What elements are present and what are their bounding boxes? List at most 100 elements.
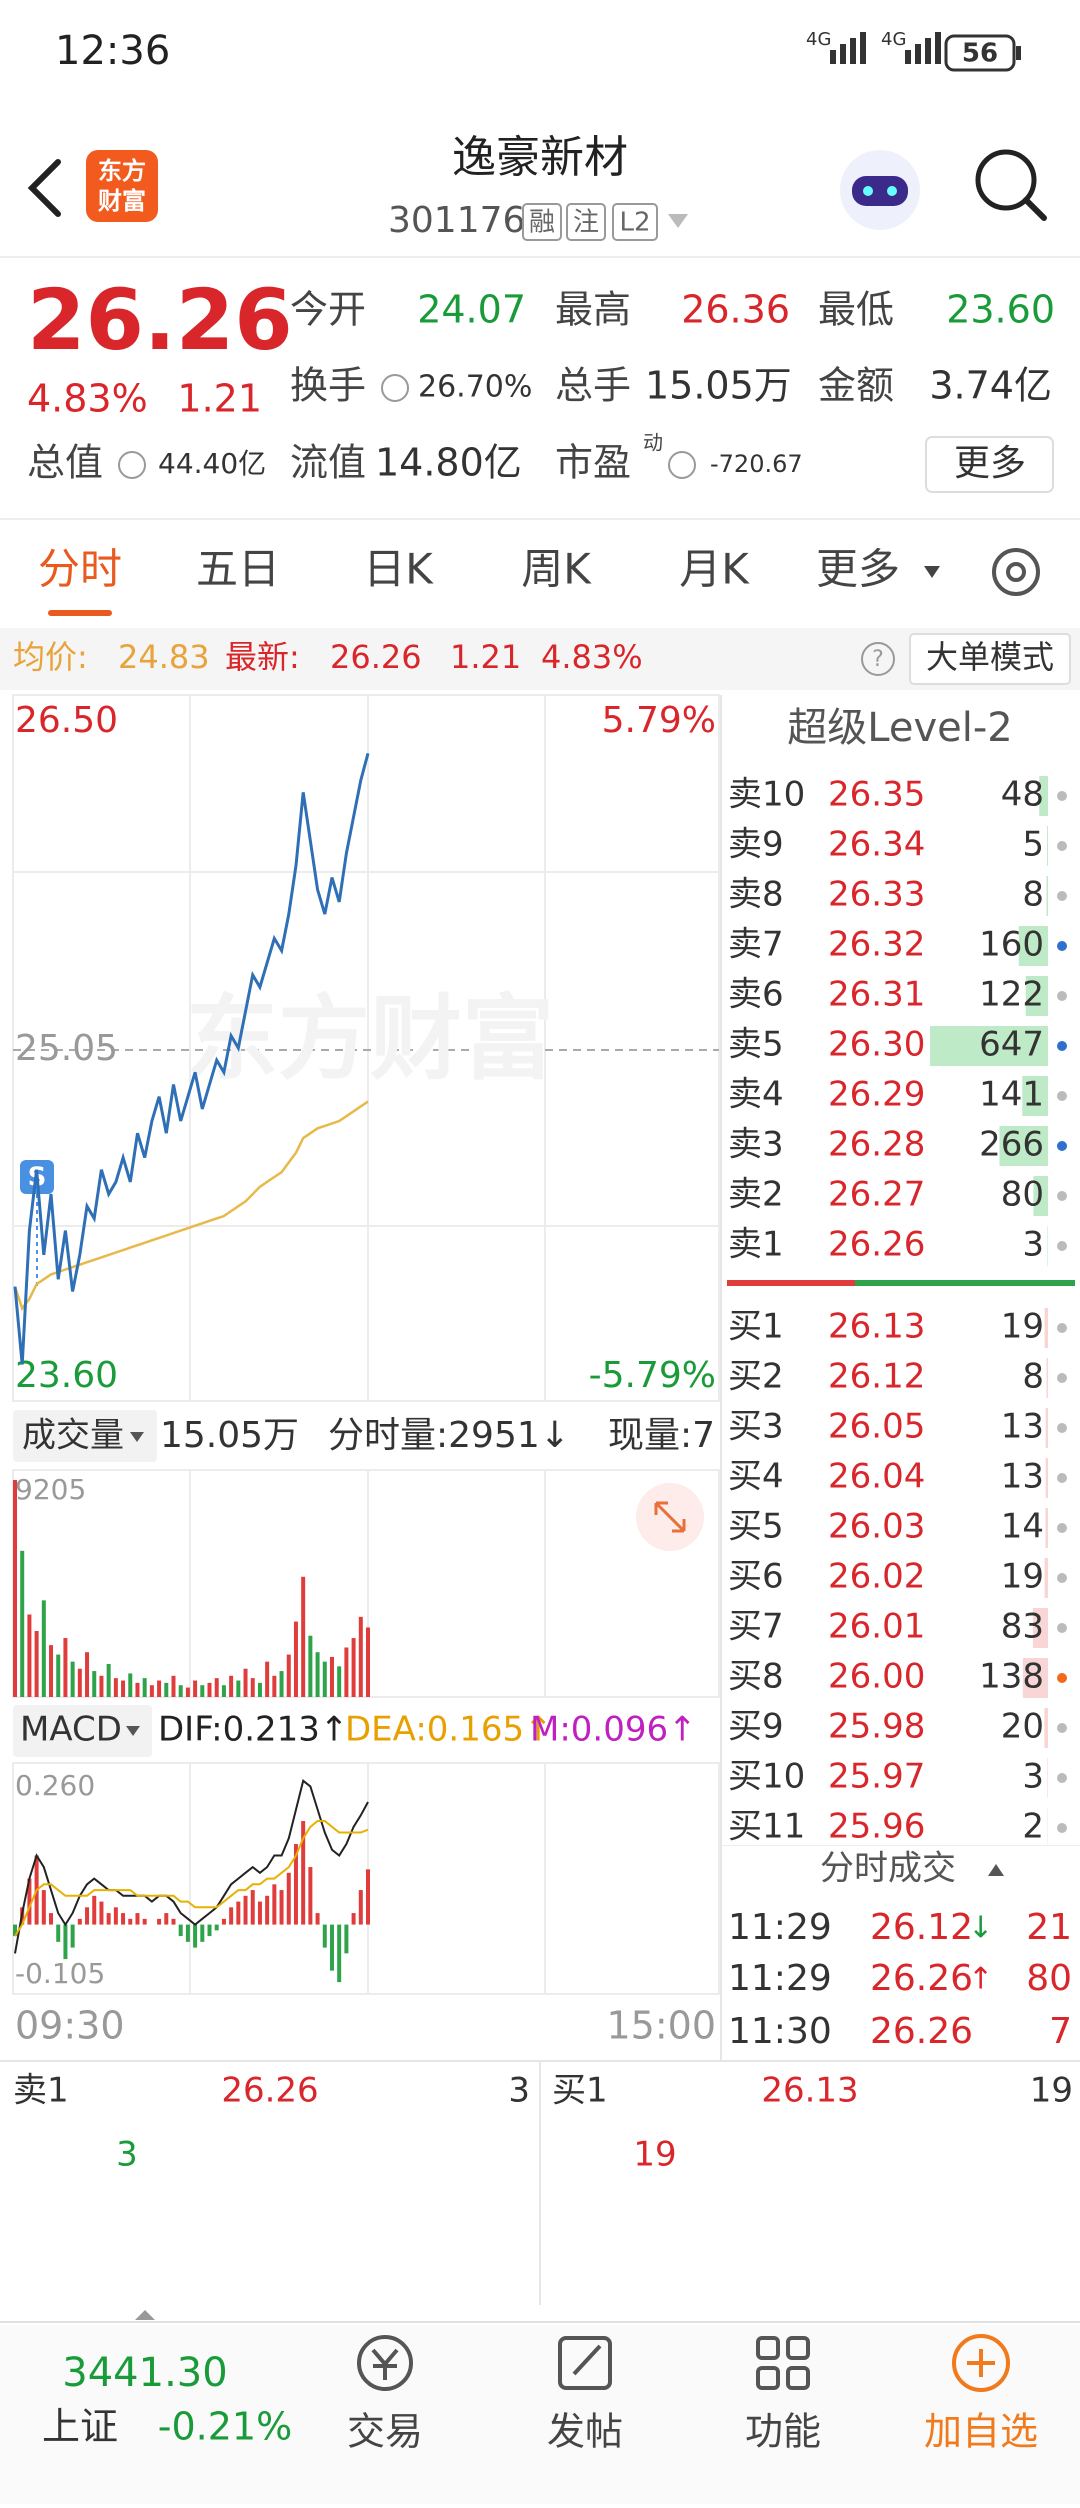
macd-selector-label[interactable]: MACD [20, 1710, 122, 1750]
more-button-label[interactable]: 更多 [954, 443, 1026, 484]
network-label: 4G [881, 29, 906, 50]
level-dot [1057, 1423, 1067, 1433]
level-label: 卖10 [728, 775, 805, 815]
battery-level: 56 [962, 39, 998, 69]
volume-bar [244, 1669, 248, 1697]
macd-bar [280, 1890, 284, 1925]
change-percent: 4.83% [27, 377, 148, 421]
trade-arrow: ↑ [968, 1962, 993, 1997]
trade-time: 11:29 [728, 1958, 832, 1999]
volume-bar [229, 1676, 233, 1697]
tab[interactable]: 分时 [38, 545, 122, 594]
period-volume: 分时量:2951↓ [328, 1415, 570, 1456]
volume-bar [287, 1655, 291, 1697]
level-dot [1057, 1191, 1067, 1201]
bid-quantity: 19 [633, 2135, 676, 2175]
stat-label: 最低 [818, 288, 894, 332]
trade-price: 26.26 [870, 1958, 973, 1999]
level-price: 26.32 [828, 925, 925, 965]
stat-value: 24.07 [417, 288, 526, 332]
level-price: 26.02 [828, 1557, 925, 1597]
stat-label: 市盈 [555, 441, 631, 485]
macd-bar [258, 1902, 262, 1925]
volume-bar [258, 1683, 262, 1697]
level-dot [1057, 1573, 1067, 1583]
level-price: 26.26 [828, 1225, 925, 1265]
nav-item[interactable]: 发帖 [547, 2410, 623, 2454]
volume-bar [208, 1683, 212, 1697]
stat-value: 15.05万 [645, 364, 792, 408]
macd-bar [244, 1896, 248, 1925]
tab[interactable]: 月K [679, 545, 750, 594]
end-time: 15:00 [606, 2004, 716, 2048]
macd-bar [208, 1925, 212, 1937]
change-amount: 1.21 [177, 377, 262, 421]
depth-bar [1046, 1408, 1048, 1448]
level-price: 26.03 [828, 1507, 925, 1547]
volume-selector-label[interactable]: 成交量 [22, 1416, 124, 1456]
big-order-mode-label[interactable]: 大单模式 [926, 638, 1054, 676]
level-label: 买4 [728, 1457, 784, 1497]
level-dot [1057, 1041, 1067, 1051]
book-separator-green [855, 1280, 1075, 1286]
level-label: 卖2 [728, 1175, 784, 1215]
stat-label: 最高 [555, 288, 631, 332]
book-separator-red [727, 1280, 855, 1286]
trade-arrow: ↓ [968, 1911, 993, 1946]
macd-bar [157, 1919, 161, 1925]
stat-label: 金额 [818, 364, 894, 408]
tab[interactable]: 五日 [196, 545, 280, 594]
volume-bar [337, 1666, 341, 1697]
level-volume: 647 [979, 1025, 1044, 1065]
pct-min-label: -5.79% [589, 1355, 716, 1396]
info-change: 1.21 [450, 638, 521, 676]
stat-superscript: 动 [643, 431, 663, 455]
level-volume: 2 [1022, 1807, 1044, 1847]
stat-label: 总手 [555, 364, 631, 408]
level-label: 卖6 [728, 975, 784, 1015]
macd-bar [323, 1925, 327, 1948]
level-dot [1057, 1823, 1067, 1833]
depth-bar [1047, 1358, 1048, 1398]
info-latest-label: 最新: [225, 638, 300, 676]
macd-bar [107, 1913, 111, 1925]
macd-bar [85, 1907, 89, 1924]
best-bid-label: 买1 [552, 2071, 608, 2111]
badge-text: 注 [573, 208, 599, 238]
status-time: 12:36 [55, 28, 170, 74]
depth-bar [1047, 826, 1048, 866]
volume-bar [13, 1480, 17, 1697]
nav-item[interactable]: 加自选 [924, 2410, 1038, 2454]
level-dot [1057, 891, 1067, 901]
tab[interactable]: 更多 [816, 545, 900, 594]
m-label: M:0.096↑ [530, 1710, 697, 1750]
volume-bar [186, 1688, 190, 1697]
volume-bar [308, 1636, 312, 1697]
level-price: 26.33 [828, 875, 925, 915]
index-value[interactable]: 3441.30 [62, 2350, 227, 2396]
tab[interactable]: 周K [521, 545, 592, 594]
dea-label: DEA:0.165↑ [345, 1710, 553, 1750]
level-label: 卖9 [728, 825, 784, 865]
stat-value: 3.74亿 [929, 364, 1052, 408]
level-label: 买9 [728, 1707, 784, 1747]
volume-bar [85, 1652, 89, 1697]
nav-item[interactable]: 交易 [347, 2410, 423, 2454]
nav-item[interactable]: 功能 [745, 2410, 821, 2454]
stat-value: 23.60 [946, 288, 1055, 332]
volume-bar [352, 1638, 356, 1697]
volume-bar [49, 1645, 53, 1697]
level-volume: 160 [979, 925, 1044, 965]
macd-bar [272, 1884, 276, 1924]
best-ask-label: 卖1 [13, 2071, 69, 2111]
volume-bar [265, 1662, 269, 1697]
volume-bar [99, 1676, 103, 1697]
level-volume: 13 [1001, 1457, 1044, 1497]
volume-bar [359, 1617, 363, 1697]
macd-bar [164, 1913, 168, 1925]
best-bid-price: 26.13 [761, 2071, 858, 2111]
tab[interactable]: 日K [363, 545, 434, 594]
volume-max-label: 9205 [15, 1473, 86, 1506]
level-price: 26.35 [828, 775, 925, 815]
macd-bar [337, 1925, 341, 1983]
